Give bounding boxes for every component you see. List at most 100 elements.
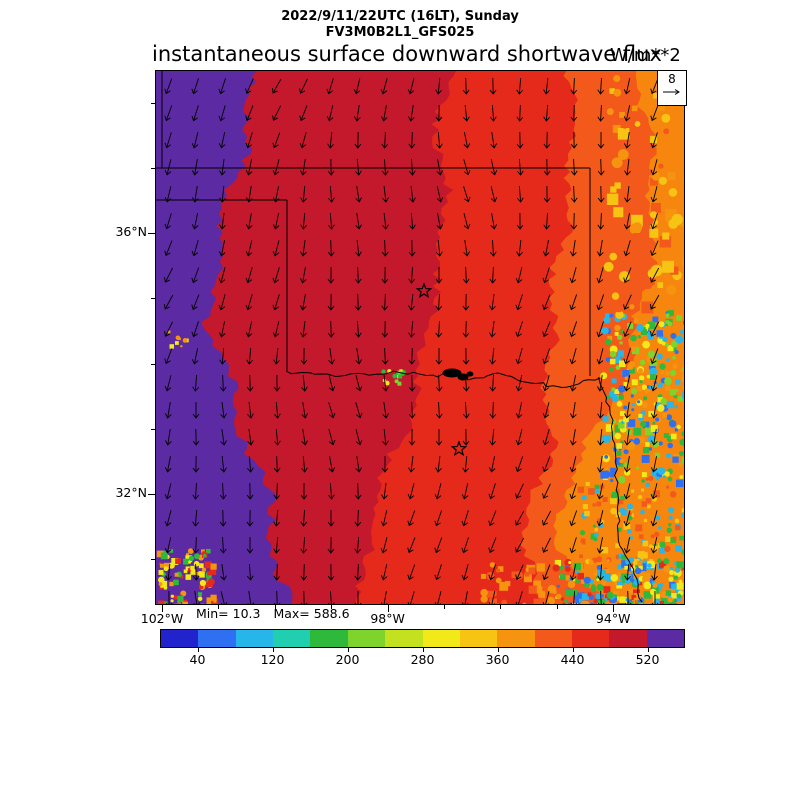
cloud-dot xyxy=(581,495,587,501)
cloud-dot xyxy=(625,599,633,605)
cloud-dot xyxy=(610,507,617,515)
city-star xyxy=(450,440,468,457)
cloud-dot xyxy=(633,438,641,445)
cloud-dot xyxy=(641,501,647,507)
cloud-dot xyxy=(666,284,677,295)
cloud-dot xyxy=(590,533,597,540)
state-border xyxy=(598,377,643,603)
wind-vector-layer xyxy=(163,77,660,605)
cloud-dot xyxy=(651,581,656,586)
cloud-dot xyxy=(643,560,648,564)
wind-arrow xyxy=(328,375,336,392)
wind-arrow xyxy=(164,348,173,365)
cloud-dot xyxy=(679,438,685,446)
cloud-dot xyxy=(667,172,676,181)
wind-arrow xyxy=(407,564,416,581)
cloud-dot xyxy=(628,367,635,374)
cloud-dot xyxy=(665,371,670,376)
wind-arrow xyxy=(220,564,227,581)
wind-arrow xyxy=(191,240,199,257)
cloud-dot xyxy=(643,572,651,580)
wind-arrow xyxy=(219,482,227,500)
wind-arrow xyxy=(650,105,659,122)
cloud-dot xyxy=(664,342,669,347)
wind-arrow xyxy=(300,240,307,257)
wind-arrow xyxy=(273,563,281,581)
wind-arrow xyxy=(328,429,336,446)
lat-tick xyxy=(148,494,155,495)
wind-arrow xyxy=(381,455,389,473)
wind-arrow xyxy=(192,509,199,527)
cloud-dot xyxy=(663,558,670,565)
cloud-dot xyxy=(582,504,588,510)
wind-arrow xyxy=(542,348,551,365)
cloud-dot xyxy=(612,395,619,403)
cloud-dot xyxy=(637,560,643,566)
wind-arrow xyxy=(543,185,551,203)
cloud-dot xyxy=(538,591,546,598)
cloud-dot xyxy=(623,405,628,410)
cloud-dot xyxy=(640,420,647,428)
wind-arrow xyxy=(435,77,442,95)
cloud-dot xyxy=(602,209,613,221)
lake xyxy=(457,373,469,381)
cloud-dot xyxy=(655,515,661,521)
wind-arrow xyxy=(463,104,470,122)
cloud-dot xyxy=(603,598,608,602)
wind-arrow xyxy=(273,509,280,527)
cloud-dot xyxy=(617,578,625,586)
cloud-dot xyxy=(568,560,572,565)
cloud-dot xyxy=(667,476,673,482)
cloud-dot xyxy=(209,568,217,575)
wind-arrow xyxy=(192,374,199,392)
wind-arrow xyxy=(434,483,442,500)
cloud-dot xyxy=(641,488,645,492)
cloud-dot xyxy=(592,524,596,528)
wind-arrow xyxy=(462,455,469,473)
cloud-dot xyxy=(664,545,671,553)
cloud-dot xyxy=(596,583,604,591)
wind-arrow xyxy=(596,240,604,257)
cloud-dot xyxy=(200,603,205,605)
wind-arrow xyxy=(461,510,469,527)
cloud-dot xyxy=(616,401,623,407)
wind-arrow xyxy=(543,212,551,230)
wind-arrow xyxy=(220,429,227,446)
cloud-dot xyxy=(633,594,637,598)
cloud-dot xyxy=(638,375,645,381)
wind-arrow xyxy=(192,455,200,473)
cloud-dot xyxy=(207,571,212,576)
cloud-dot xyxy=(206,597,214,604)
wind-arrow xyxy=(650,456,658,473)
wind-arrow xyxy=(490,132,497,149)
cloud-dot xyxy=(683,333,685,342)
cloud-dot xyxy=(190,569,196,575)
wind-arrow xyxy=(490,159,498,176)
wind-arrow xyxy=(407,78,415,95)
cloud-dot xyxy=(594,528,598,532)
wind-arrow xyxy=(596,510,604,527)
cloud-dot xyxy=(634,564,638,568)
reference-vector-arrow-icon xyxy=(663,89,680,95)
wind-arrow xyxy=(353,78,361,95)
wind-arrow xyxy=(570,212,578,230)
cloud-dot xyxy=(660,398,668,405)
wind-arrow xyxy=(301,374,308,392)
wind-arrow xyxy=(300,347,308,365)
wind-arrow xyxy=(542,294,551,311)
cloud-dot xyxy=(682,386,685,390)
cloud-dot xyxy=(603,316,611,324)
cloud-dot xyxy=(203,554,207,558)
wind-arrow xyxy=(299,78,308,94)
wind-arrow xyxy=(273,536,280,554)
colorbar-segment xyxy=(235,630,274,647)
wind-arrow xyxy=(407,510,416,527)
cloud-dot xyxy=(672,456,679,463)
wind-arrow xyxy=(463,186,471,203)
cloud-dot xyxy=(644,427,653,436)
cloud-dot xyxy=(670,266,679,275)
colorbar-segment xyxy=(422,630,460,647)
cloud-dot xyxy=(158,569,164,575)
cloud-dot xyxy=(639,534,644,539)
wind-arrow xyxy=(328,456,336,473)
